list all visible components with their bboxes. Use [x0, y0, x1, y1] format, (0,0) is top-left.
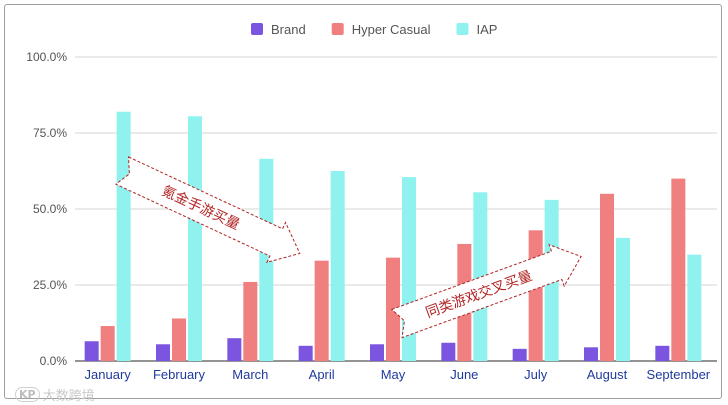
- bar-hyper-casual: [172, 318, 186, 361]
- bar-iap: [188, 116, 202, 361]
- bar-brand: [512, 348, 527, 361]
- bar-iap: [259, 158, 274, 361]
- bar-hyper-casual: [528, 230, 543, 361]
- bar-brand: [298, 345, 313, 361]
- bar-brand: [441, 342, 456, 361]
- bar-iap: [687, 254, 702, 361]
- x-tick-label: June: [450, 367, 478, 382]
- bar-hyper-casual: [600, 193, 614, 361]
- bar-hyper-casual: [100, 326, 115, 361]
- y-tick-label: 0.0%: [40, 354, 68, 368]
- bar-chart: Brand Hyper Casual IAP 0.0% 25.0% 50.0% 75.0%…: [26, 22, 717, 382]
- bar-iap: [473, 192, 488, 361]
- y-tick-label: 50.0%: [33, 202, 67, 216]
- bar-hyper-casual: [314, 260, 329, 361]
- legend-label: Hyper Casual: [352, 22, 431, 37]
- x-tick-label: May: [381, 367, 406, 382]
- bars: [84, 111, 702, 361]
- watermark-logo: KP: [15, 387, 40, 402]
- bar-brand: [84, 341, 99, 361]
- x-tick-label: March: [232, 367, 268, 382]
- y-tick-label: 75.0%: [33, 126, 67, 140]
- watermark: KP 大数跨境: [15, 385, 95, 404]
- legend: Brand Hyper Casual IAP: [251, 22, 497, 37]
- x-axis: January February March April May June July Augu…: [85, 367, 711, 382]
- y-axis: 0.0% 25.0% 50.0% 75.0% 100.0%: [26, 50, 67, 368]
- bar-iap: [116, 111, 131, 361]
- x-tick-label: April: [309, 367, 335, 382]
- bar-brand: [227, 338, 242, 361]
- annotation-arrow-shape: [114, 156, 301, 264]
- bar-hyper-casual: [671, 178, 686, 361]
- annotation-1: 氪金手游买量: [114, 156, 301, 264]
- bar-brand: [370, 344, 384, 361]
- legend-label: Brand: [271, 22, 306, 37]
- bar-iap: [330, 171, 345, 361]
- bar-brand: [156, 344, 170, 361]
- bar-brand: [584, 347, 598, 361]
- bar-iap: [616, 237, 630, 361]
- legend-swatch: [251, 23, 263, 35]
- legend-swatch: [456, 23, 469, 35]
- y-tick-label: 25.0%: [33, 278, 67, 292]
- watermark-text: 大数跨境: [42, 389, 95, 404]
- x-tick-label: February: [153, 367, 206, 382]
- x-tick-label: January: [85, 367, 132, 382]
- annotation-2: 同类游戏交叉买量: [390, 243, 582, 339]
- legend-label: IAP: [476, 22, 497, 37]
- bar-brand: [655, 345, 670, 361]
- x-tick-label: July: [524, 367, 548, 382]
- x-tick-label: September: [647, 367, 711, 382]
- annotation-arrow-shape: [390, 243, 582, 339]
- x-tick-label: August: [587, 367, 628, 382]
- y-tick-label: 100.0%: [26, 50, 67, 64]
- legend-swatch: [331, 23, 344, 35]
- chart-frame: Brand Hyper Casual IAP 0.0% 25.0% 50.0% 75.0%…: [4, 4, 722, 404]
- bar-hyper-casual: [243, 281, 258, 361]
